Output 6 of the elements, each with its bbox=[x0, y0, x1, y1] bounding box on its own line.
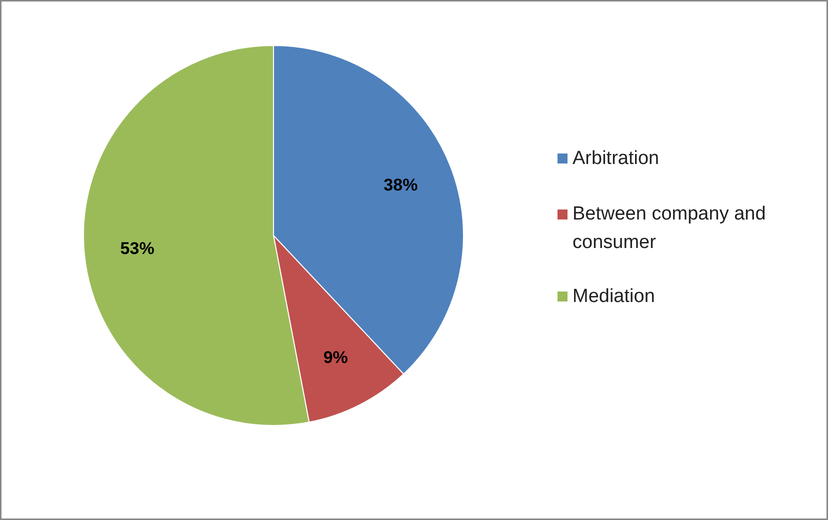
legend-label: Arbitration bbox=[572, 148, 660, 169]
legend-label: Between company and consumer bbox=[572, 204, 766, 253]
data-label: 38% bbox=[384, 176, 418, 195]
legend-label: Mediation bbox=[572, 286, 655, 307]
data-label: 9% bbox=[323, 348, 348, 367]
data-label: 53% bbox=[120, 238, 154, 258]
